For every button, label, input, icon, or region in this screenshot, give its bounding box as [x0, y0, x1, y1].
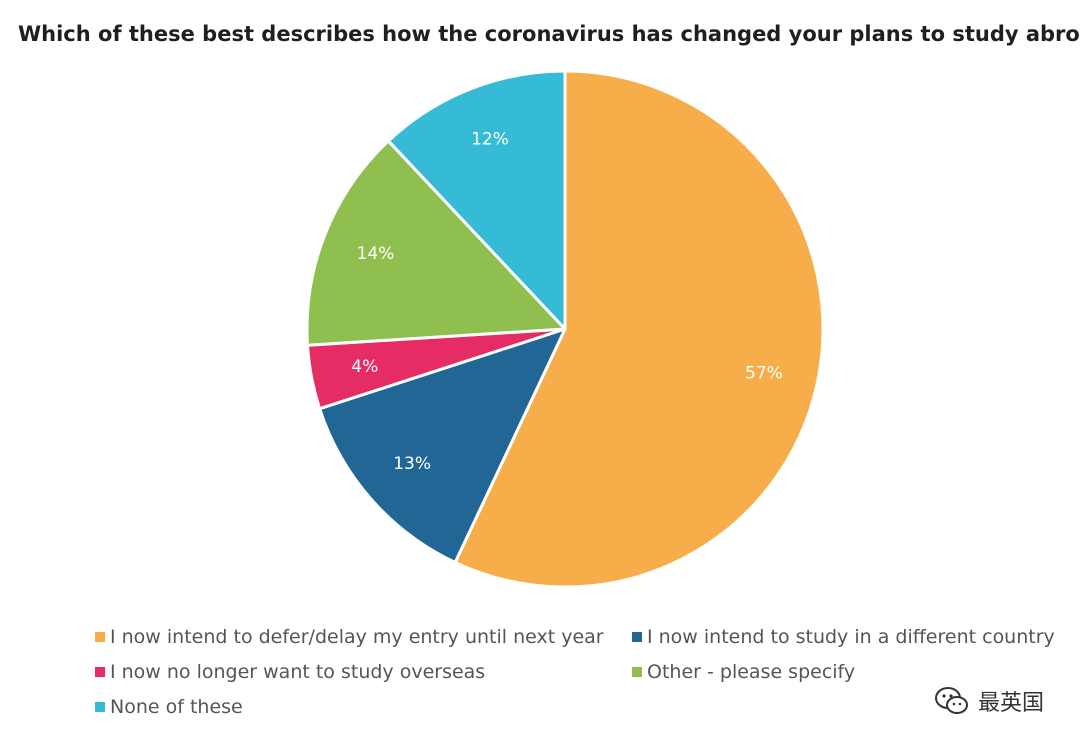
pie-slice-labels: 57% 13% 4% 14% 12%	[351, 129, 783, 473]
legend-swatch-none	[95, 702, 105, 712]
data-label-none: 12%	[471, 129, 509, 149]
data-label-other: 14%	[357, 244, 395, 264]
watermark: 最英国	[934, 685, 1044, 717]
legend-item-no-longer: I now no longer want to study overseas	[95, 661, 485, 683]
legend-item-defer: I now intend to defer/delay my entry unt…	[95, 626, 604, 648]
legend-swatch-different-country	[632, 632, 642, 642]
watermark-text: 最英国	[977, 691, 1044, 716]
legend-swatch-no-longer	[95, 667, 105, 677]
pie-slices	[305, 69, 825, 589]
pie-slice-none	[386, 69, 567, 331]
data-label-different-country: 13%	[393, 454, 431, 474]
data-label-defer: 57%	[745, 363, 783, 383]
legend-label-different-country: I now intend to study in a different cou…	[647, 626, 1055, 648]
legend-label-none: None of these	[110, 696, 243, 718]
pie-slice-other	[305, 139, 567, 347]
legend-label-no-longer: I now no longer want to study overseas	[110, 661, 486, 683]
legend-label-other: Other - please specify	[647, 661, 856, 683]
wechat-icon	[934, 687, 968, 714]
data-label-no-longer: 4%	[351, 357, 378, 377]
legend-swatch-other	[632, 667, 642, 677]
legend-item-different-country: I now intend to study in a different cou…	[632, 626, 1055, 648]
pie-slice-defer	[453, 69, 825, 589]
legend-item-other: Other - please specify	[632, 661, 855, 683]
pie-slice-different-country	[318, 327, 567, 564]
chart-title: Which of these best describes how the co…	[18, 22, 1080, 46]
legend-swatch-defer	[95, 632, 105, 642]
legend-label-defer: I now intend to defer/delay my entry unt…	[110, 626, 604, 648]
legend-item-none: None of these	[95, 696, 243, 718]
